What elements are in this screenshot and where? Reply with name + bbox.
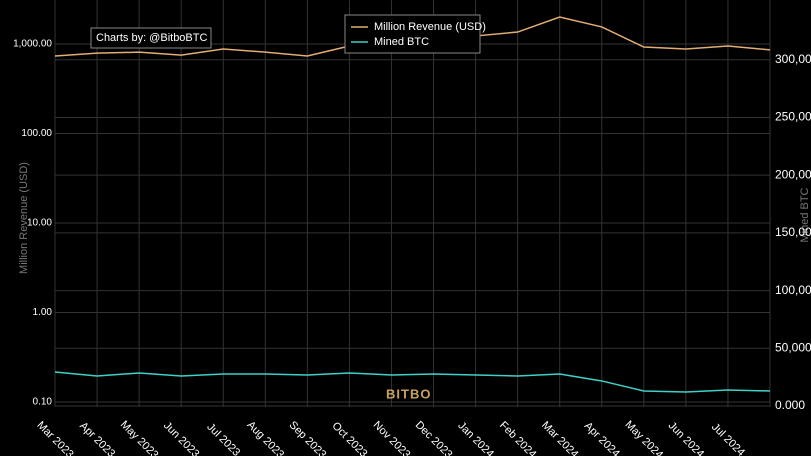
y2-tick-label: 300,000 <box>775 52 811 66</box>
legend-box <box>344 14 481 54</box>
y-axis-title: Million Revenue (USD) <box>18 162 30 274</box>
credit: Charts by: @BitboBTC <box>96 32 207 44</box>
y2-tick-label: 0.000 <box>775 398 805 412</box>
y2-tick-label: 250,000 <box>775 110 811 124</box>
legend: Million Revenue (USD) Mined BTC <box>344 14 486 54</box>
y2-axis-title: Mined BTC <box>799 187 811 242</box>
y2-tick-label: 200,000 <box>775 167 811 181</box>
y-tick-label: 1,000.00 <box>13 39 52 50</box>
y-tick-label: 10.00 <box>27 218 52 229</box>
line <box>54 371 771 393</box>
y2-tick-label: 150,000 <box>775 225 811 239</box>
y-tick-label: 0.10 <box>33 397 53 408</box>
y2-tick-label: 50,000 <box>775 340 811 354</box>
y2-tick-label: 100,000 <box>775 283 811 297</box>
watermark: BITBO <box>386 386 431 401</box>
legend-label: Million Revenue (USD) <box>374 21 486 33</box>
grid <box>54 0 771 407</box>
y-tick-label: 1.00 <box>33 307 53 318</box>
legend-label: Mined BTC <box>374 36 429 48</box>
credit-box <box>90 27 212 49</box>
y-tick-label: 100.00 <box>21 128 52 139</box>
